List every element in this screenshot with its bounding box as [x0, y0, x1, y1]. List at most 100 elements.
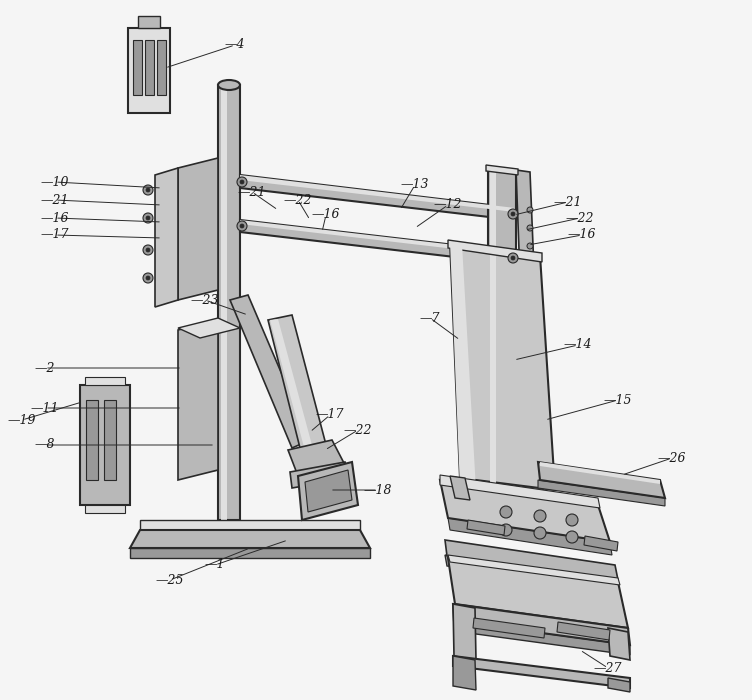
Polygon shape	[140, 520, 360, 530]
Bar	[85, 377, 125, 385]
Text: —25: —25	[156, 573, 184, 587]
Text: —19: —19	[8, 414, 36, 426]
Polygon shape	[488, 168, 516, 490]
Polygon shape	[448, 558, 628, 628]
Polygon shape	[288, 440, 345, 476]
Polygon shape	[473, 618, 545, 638]
Bar	[221, 85, 227, 520]
Polygon shape	[450, 242, 476, 490]
Circle shape	[566, 514, 578, 526]
Circle shape	[534, 527, 546, 539]
Text: —22: —22	[344, 424, 372, 437]
Polygon shape	[486, 165, 518, 175]
Text: —21: —21	[238, 186, 266, 199]
Bar	[86, 400, 98, 480]
Text: —7: —7	[420, 312, 440, 325]
Bar	[138, 16, 160, 28]
Polygon shape	[453, 656, 476, 690]
Polygon shape	[178, 158, 218, 300]
Polygon shape	[240, 175, 515, 220]
Text: —18: —18	[364, 484, 393, 496]
Circle shape	[508, 253, 518, 263]
Polygon shape	[440, 475, 600, 508]
Text: —15: —15	[604, 393, 632, 407]
Text: —21: —21	[41, 193, 69, 206]
Polygon shape	[454, 621, 630, 655]
Bar	[145, 40, 154, 95]
Polygon shape	[453, 604, 476, 660]
Polygon shape	[218, 85, 240, 520]
Text: —2: —2	[35, 361, 55, 374]
Polygon shape	[538, 462, 665, 498]
Polygon shape	[240, 220, 515, 256]
Polygon shape	[448, 555, 620, 585]
Polygon shape	[467, 520, 505, 535]
Text: —12: —12	[434, 199, 462, 211]
Bar	[133, 40, 142, 95]
Circle shape	[146, 276, 150, 280]
Text: —16: —16	[312, 209, 340, 221]
Circle shape	[143, 185, 153, 195]
Polygon shape	[270, 319, 316, 462]
Circle shape	[237, 177, 247, 187]
Polygon shape	[538, 480, 665, 506]
Polygon shape	[155, 168, 178, 307]
Text: —16: —16	[568, 228, 596, 242]
Polygon shape	[490, 168, 496, 490]
Polygon shape	[557, 622, 610, 640]
Text: —23: —23	[191, 293, 220, 307]
Circle shape	[240, 224, 244, 228]
Polygon shape	[516, 170, 543, 490]
Text: —22: —22	[284, 193, 312, 206]
Circle shape	[534, 510, 546, 522]
Bar	[85, 505, 125, 513]
Text: —27: —27	[594, 662, 622, 675]
Polygon shape	[178, 318, 240, 338]
Polygon shape	[448, 518, 612, 555]
Polygon shape	[230, 295, 310, 448]
Bar	[128, 28, 170, 113]
Polygon shape	[290, 462, 350, 488]
Polygon shape	[448, 240, 542, 262]
Bar	[80, 385, 130, 505]
Text: —14: —14	[564, 339, 593, 351]
Polygon shape	[453, 604, 630, 645]
Circle shape	[511, 256, 515, 260]
Circle shape	[143, 273, 153, 283]
Text: —21: —21	[553, 195, 582, 209]
Text: —10: —10	[41, 176, 69, 188]
Text: —26: —26	[658, 452, 687, 465]
Circle shape	[240, 180, 244, 184]
Polygon shape	[178, 320, 218, 480]
Polygon shape	[440, 480, 610, 542]
Polygon shape	[130, 530, 370, 548]
Polygon shape	[450, 476, 470, 500]
Text: —22: —22	[566, 211, 594, 225]
Polygon shape	[305, 470, 352, 512]
Text: —8: —8	[35, 438, 55, 452]
Circle shape	[511, 212, 515, 216]
Circle shape	[143, 213, 153, 223]
Text: —17: —17	[316, 409, 344, 421]
Polygon shape	[540, 462, 660, 484]
Polygon shape	[450, 242, 555, 490]
Circle shape	[237, 221, 247, 231]
Polygon shape	[298, 462, 358, 520]
Circle shape	[500, 524, 512, 536]
Text: —4: —4	[225, 38, 245, 52]
Text: —13: —13	[401, 178, 429, 192]
Bar	[180, 335, 215, 470]
Text: —17: —17	[41, 228, 69, 242]
Polygon shape	[608, 628, 630, 660]
Circle shape	[146, 216, 150, 220]
Polygon shape	[608, 678, 630, 692]
Polygon shape	[445, 540, 618, 580]
Circle shape	[508, 209, 518, 219]
Polygon shape	[453, 656, 630, 688]
Text: —16: —16	[41, 211, 69, 225]
Text: —1: —1	[205, 559, 226, 571]
Text: —11: —11	[31, 402, 59, 414]
Circle shape	[566, 531, 578, 543]
Circle shape	[500, 506, 512, 518]
Polygon shape	[584, 536, 618, 551]
